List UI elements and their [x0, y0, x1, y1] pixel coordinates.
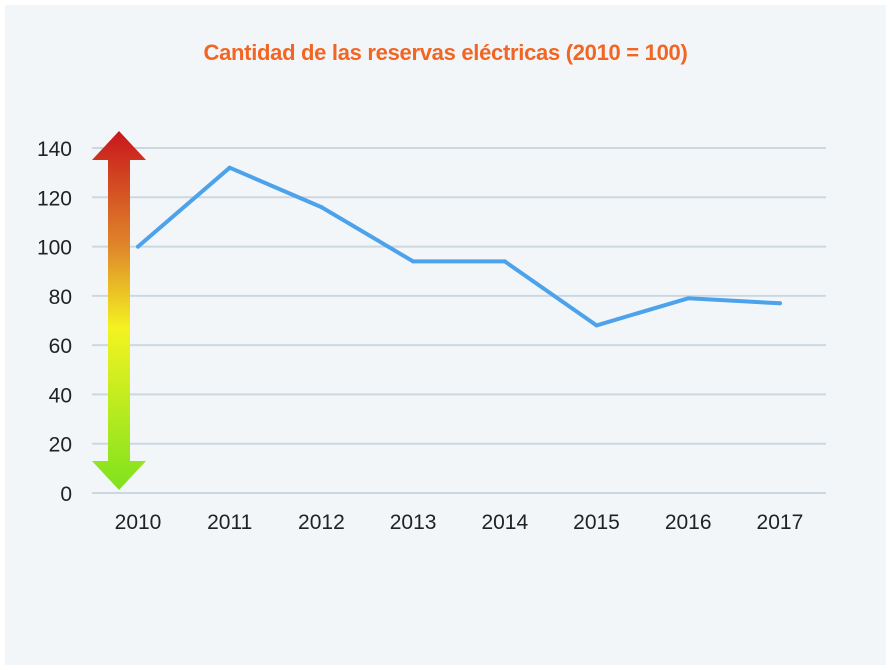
x-tick-label: 2016: [665, 511, 712, 534]
data-point: [777, 301, 782, 306]
y-tick-label: 120: [37, 187, 72, 210]
data-point: [594, 323, 599, 328]
y-tick-label: 20: [49, 434, 72, 457]
series-line: [136, 165, 782, 328]
data-point: [502, 259, 507, 264]
data-point: [227, 165, 232, 170]
x-tick-label: 2012: [298, 511, 345, 534]
x-axis-ticks: 2010 2011 2012 2013 2014 2015 2016 2017: [115, 511, 804, 534]
data-point: [136, 244, 140, 249]
data-point: [411, 259, 416, 264]
x-tick-label: 2014: [481, 511, 528, 534]
x-tick-label: 2013: [390, 511, 437, 534]
data-point: [319, 205, 324, 210]
y-tick-label: 60: [49, 335, 72, 358]
y-tick-label: 140: [37, 138, 72, 161]
double-arrow-icon: [92, 131, 146, 490]
x-tick-label: 2015: [573, 511, 620, 534]
chart-panel: [5, 5, 886, 665]
y-tick-label: 100: [37, 237, 72, 260]
x-tick-label: 2017: [757, 511, 804, 534]
series-layer: [136, 165, 782, 328]
y-tick-label: 80: [49, 286, 72, 309]
gridlines: [92, 147, 826, 494]
y-axis-ticks: 0 20 40 60 80 100 120 140: [37, 138, 72, 506]
data-point: [686, 296, 691, 301]
y-tick-label: 40: [49, 384, 72, 407]
x-tick-label: 2011: [207, 511, 252, 534]
range-arrow: [92, 131, 146, 490]
x-tick-label: 2010: [115, 511, 162, 534]
chart-title: Cantidad de las reservas eléctricas (201…: [203, 40, 688, 65]
y-tick-label: 0: [60, 483, 72, 506]
